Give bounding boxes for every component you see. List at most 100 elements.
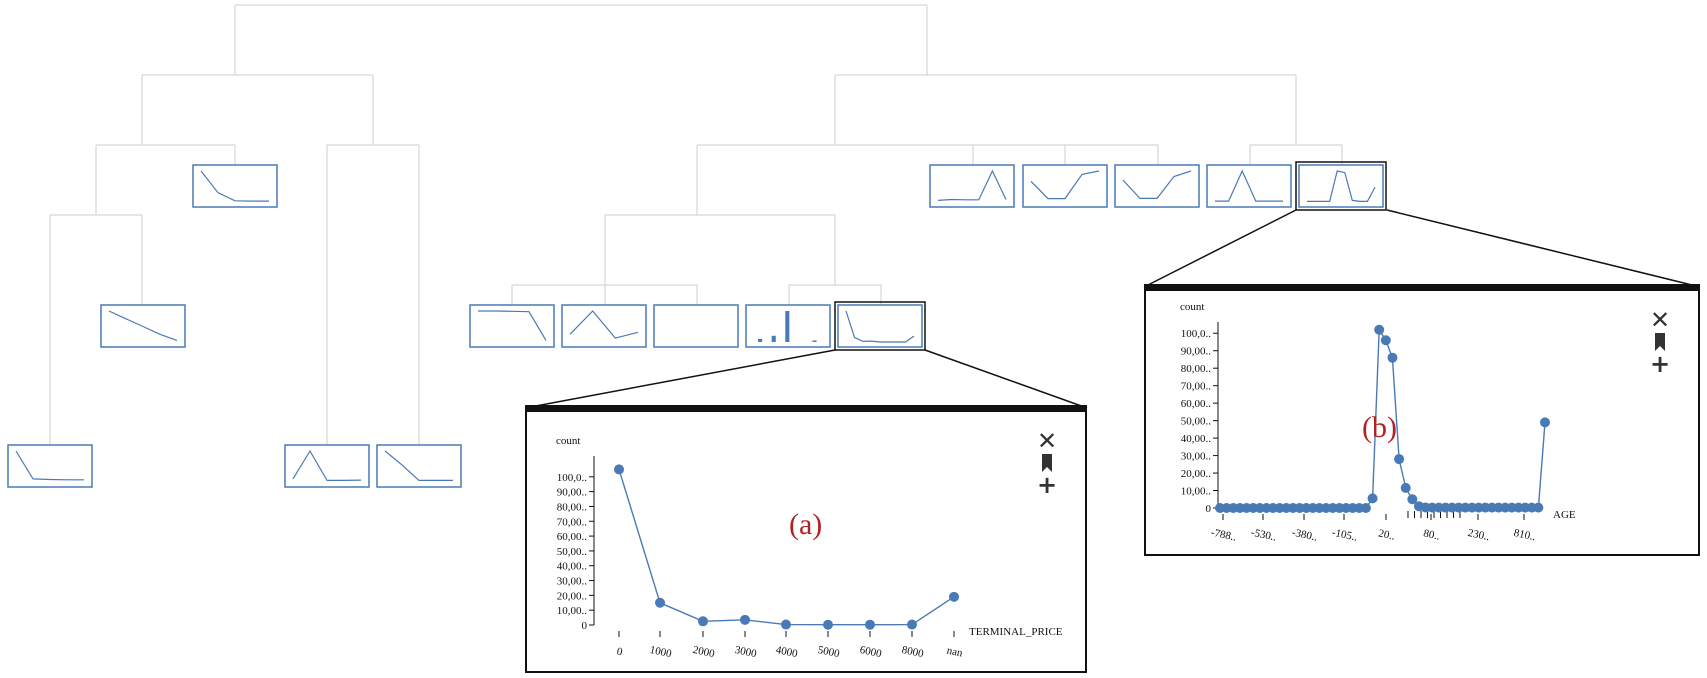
tree-node-thumbnail [929, 164, 1015, 208]
y-tick-label: 20,00.. [1181, 468, 1212, 480]
data-point [865, 619, 875, 630]
y-tick-label: 20,00.. [557, 590, 588, 602]
y-tick-label: 50,00.. [1181, 416, 1212, 428]
x-tick-label: 0 [616, 646, 624, 659]
data-point [614, 464, 624, 475]
x-tick-label: 3000 [734, 644, 759, 660]
thumbnail-line [1122, 170, 1192, 199]
y-tick-label: 10,00.. [557, 605, 588, 617]
y-tick-label: 100,0.. [1181, 328, 1212, 340]
panel-a-controls: ✕ + [1035, 427, 1061, 499]
y-tick-label: 100,0.. [557, 472, 588, 484]
data-point [698, 616, 708, 627]
x-tick-label: -530.. [1250, 527, 1278, 544]
zoom-line-b-left [1143, 209, 1297, 288]
thumbnail-line [384, 450, 453, 481]
y-tick-label: 10,00.. [1181, 486, 1212, 498]
tree-node-thumbnail [837, 304, 923, 348]
x-tick-label: 810.. [1513, 527, 1537, 543]
bookmark-icon[interactable] [1648, 331, 1672, 353]
thumbnail-line [108, 310, 178, 341]
thumbnail-line [1215, 169, 1283, 202]
data-point [1387, 352, 1398, 363]
x-tick-label: 1000 [649, 644, 674, 660]
x-tick-label: 2000 [692, 644, 717, 660]
zoom-line-a-left [524, 349, 836, 409]
close-icon[interactable]: ✕ [1036, 427, 1058, 455]
data-point [1374, 324, 1385, 335]
zoom-line-b-right [1386, 209, 1701, 288]
zoom-line-a-right [924, 349, 1088, 409]
x-tick-label: 6000 [859, 644, 884, 660]
data-point [1533, 502, 1544, 513]
tree-node-thumbnail [1114, 164, 1200, 208]
x-tick-label: 20.. [1377, 527, 1396, 542]
selected-node-frame [834, 301, 926, 351]
tree-node-thumbnail [7, 444, 93, 488]
add-icon[interactable]: + [1649, 350, 1671, 378]
thumbnail-line [1030, 170, 1100, 200]
thumbnail-line [292, 449, 362, 481]
tree-node-thumbnail [192, 164, 278, 208]
data-point [1380, 335, 1391, 346]
thumbnail-bar [785, 311, 790, 342]
add-icon[interactable]: + [1036, 471, 1058, 499]
x-tick-label: -105.. [1331, 527, 1359, 544]
panel-b-age: count 0 10,00.. 20,00.. 30,00.. 40,00.. 50,00.… [1144, 284, 1700, 556]
x-tick-label: 230.. [1467, 527, 1491, 543]
thumbnail-line [15, 450, 84, 481]
tree-node-thumbnail [469, 304, 555, 348]
y-axis-title: count [556, 435, 580, 447]
x-tick-label: 5000 [817, 644, 842, 660]
thumbnail-line [1307, 170, 1376, 202]
y-tick-label: 80,00.. [557, 501, 588, 513]
data-point [907, 619, 917, 630]
x-tick-label: 80.. [1422, 527, 1441, 542]
data-point [1400, 482, 1411, 493]
x-tick-label: -788.. [1210, 527, 1238, 544]
data-point [949, 591, 959, 602]
y-axis-title: count [1180, 301, 1204, 313]
thumbnail-bar [758, 338, 763, 342]
y-tick-label: 70,00.. [1181, 381, 1212, 393]
x-tick-label: -380.. [1291, 527, 1319, 544]
x-tick-label: nan [946, 645, 965, 660]
thumbnail-line [200, 170, 269, 202]
data-point [1394, 454, 1405, 465]
data-line [618, 469, 955, 626]
thumbnail-line [845, 310, 915, 343]
data-point [655, 597, 665, 608]
data-point [1540, 417, 1550, 428]
y-tick-label: 0 [1206, 503, 1212, 515]
x-axis-title: TERMINAL_PRICE [969, 626, 1063, 638]
y-tick-label: 70,00.. [557, 516, 588, 528]
data-point [1407, 494, 1418, 505]
y-tick-label: 40,00.. [1181, 433, 1212, 445]
y-tick-label: 0 [582, 620, 588, 632]
data-point [823, 619, 833, 630]
data-point [740, 614, 750, 625]
data-point [1360, 503, 1371, 513]
panel-b-label: (b) [1362, 411, 1397, 444]
panel-b-controls: ✕ + [1648, 306, 1674, 378]
close-icon[interactable]: ✕ [1649, 306, 1671, 334]
selected-node-frame [1295, 161, 1387, 211]
thumbnail-line [937, 169, 1007, 201]
thumbnail-bar [812, 340, 817, 342]
tree-node-thumbnail [1206, 164, 1292, 208]
x-tick-label: 4000 [775, 644, 800, 660]
panel-a-label: (a) [789, 508, 823, 541]
bookmark-icon[interactable] [1035, 452, 1059, 474]
panel-a-terminal-price: count 0 10,00.. 20,00.. 30,00.. 40,00.. 50,00.… [525, 405, 1087, 673]
tree-node-thumbnail [561, 304, 647, 348]
y-tick-label: 60,00.. [557, 531, 588, 543]
y-tick-label: 40,00.. [557, 561, 588, 573]
y-tick-label: 30,00.. [1181, 451, 1212, 463]
y-tick-label: 90,00.. [1181, 346, 1212, 358]
x-tick-label: 8000 [901, 644, 926, 660]
data-point [1367, 493, 1378, 504]
x-axis-title: AGE [1553, 509, 1576, 521]
y-tick-label: 30,00.. [557, 576, 588, 588]
y-tick-label: 50,00.. [557, 546, 588, 558]
